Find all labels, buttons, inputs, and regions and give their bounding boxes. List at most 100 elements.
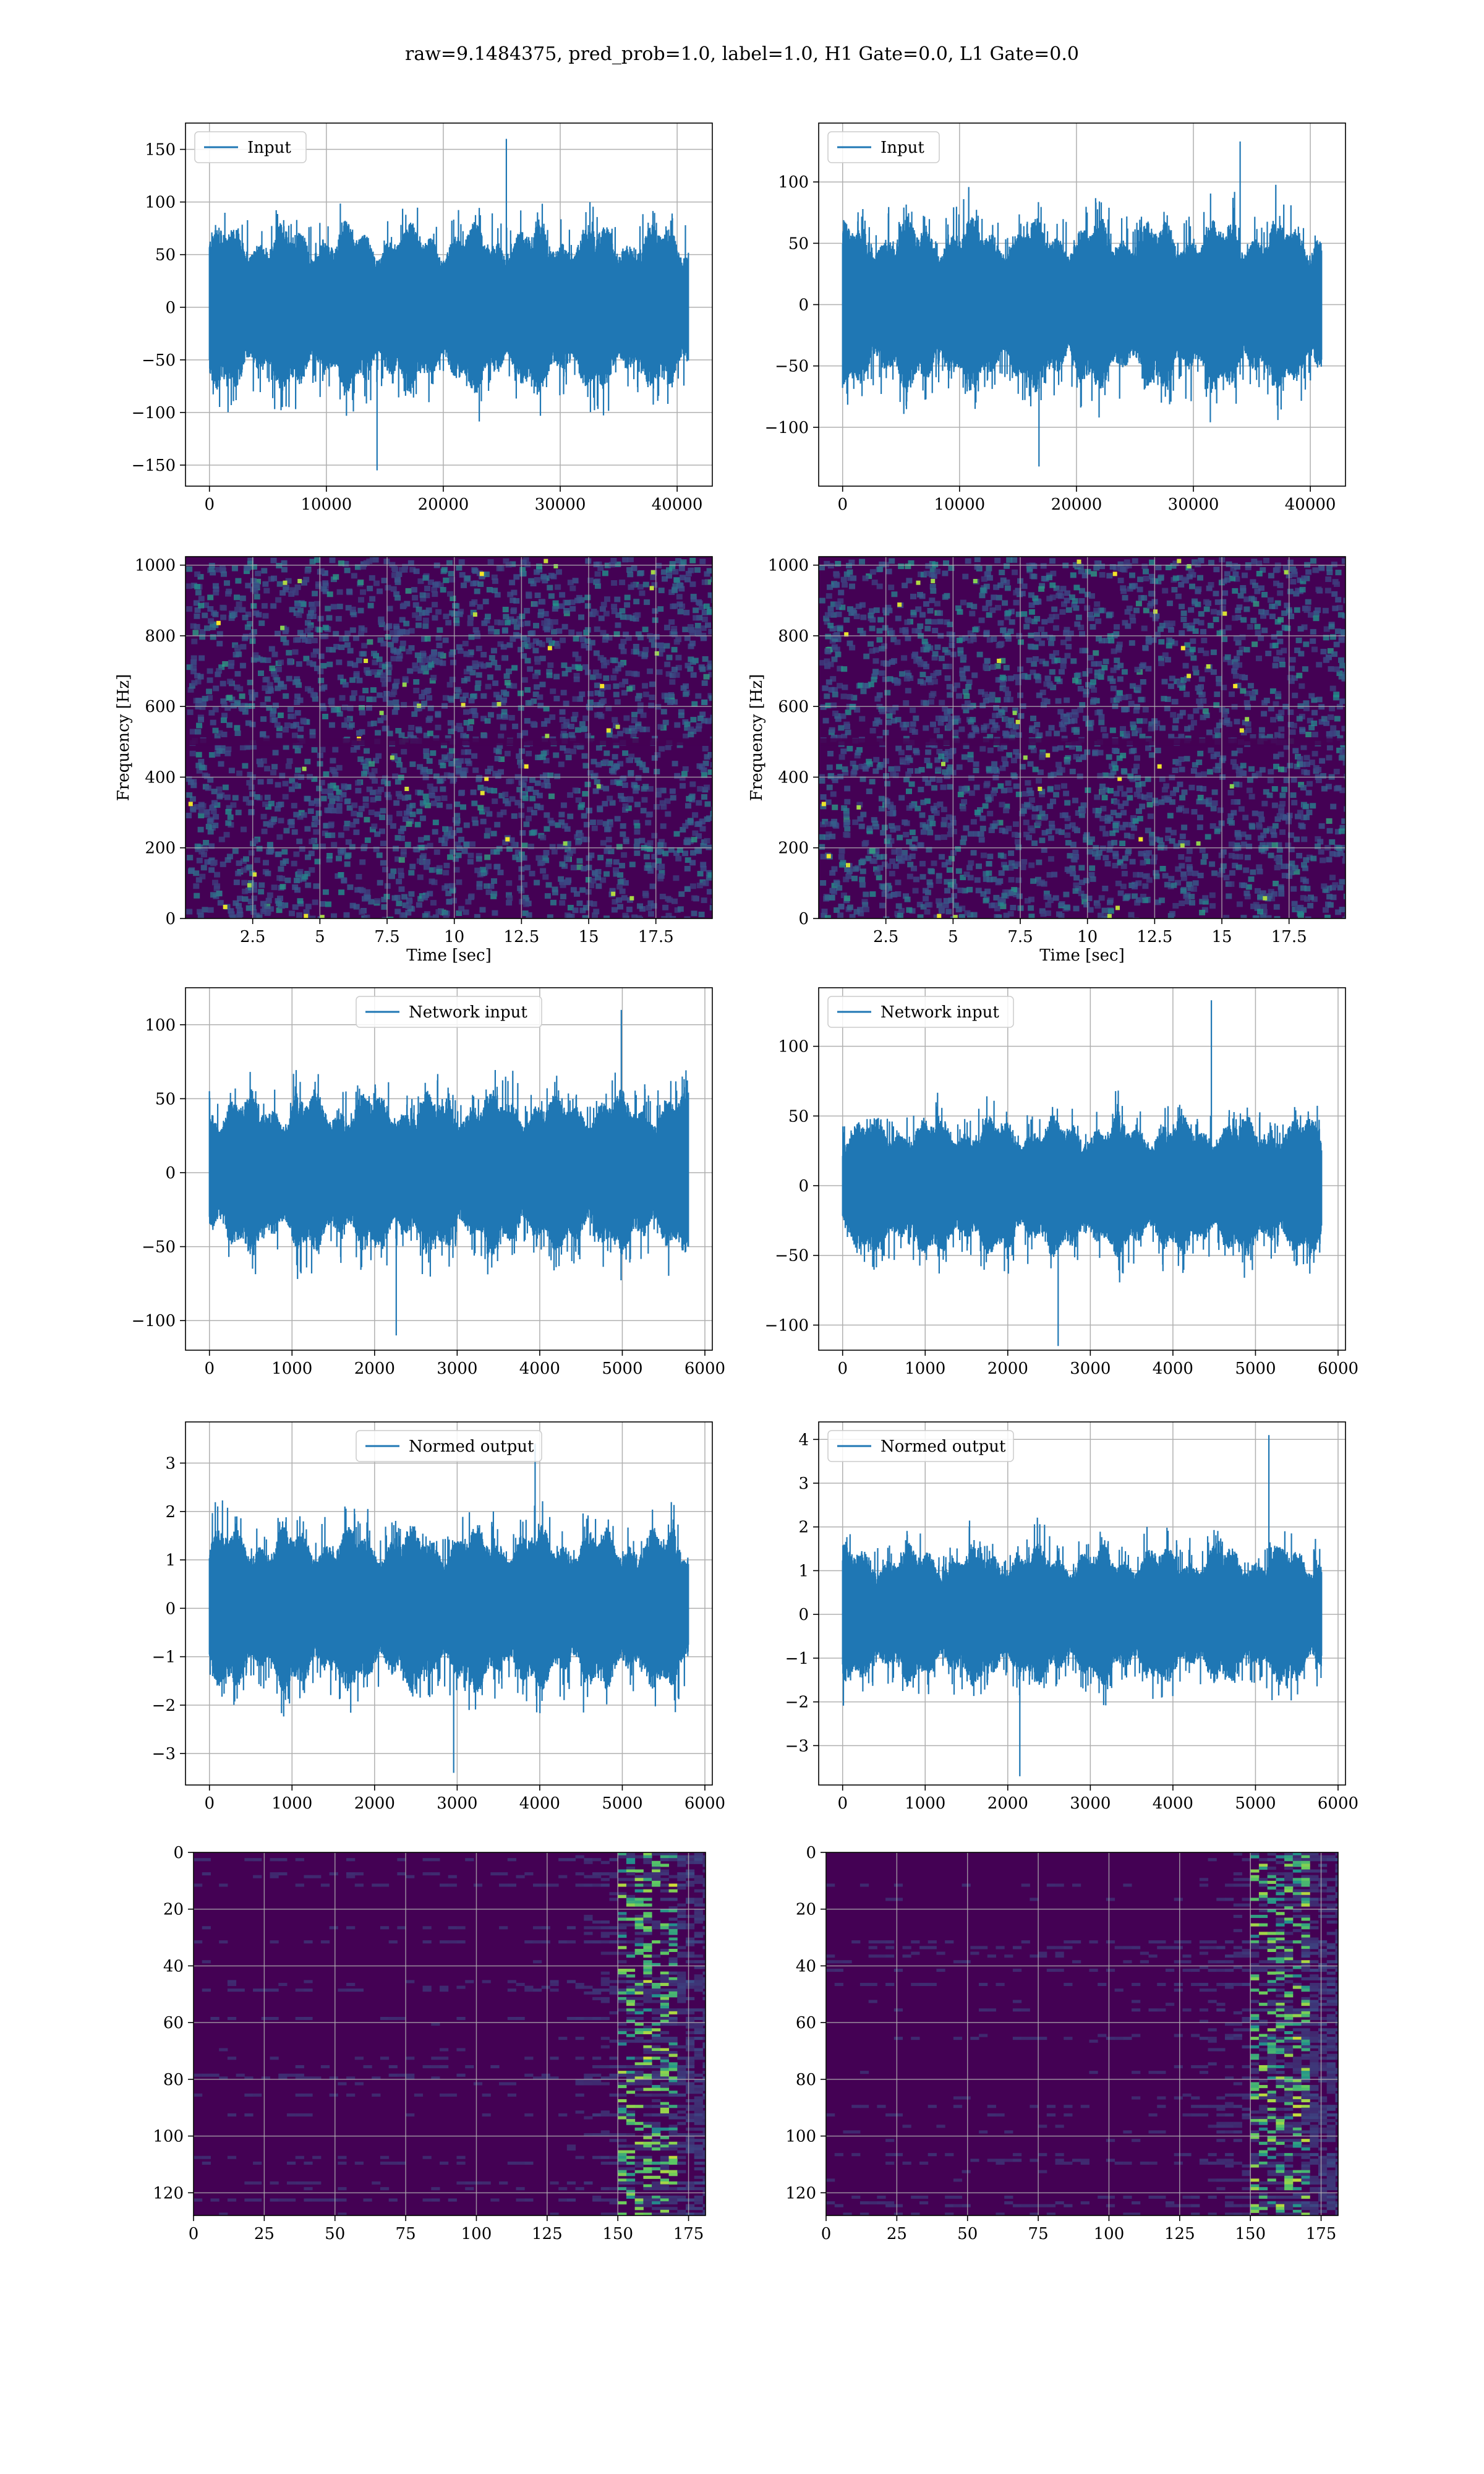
y-tick-label: 80: [796, 2071, 816, 2089]
y-tick-label: 0: [798, 1606, 809, 1624]
x-tick-label: 10: [1077, 928, 1098, 946]
h1-feature-map-plot: 0 25 50 75 100 125 150 175 0 20 40 60 80 100 120: [153, 1844, 706, 2243]
x-tick-label: 0: [837, 1794, 848, 1813]
y-tick-label: 0: [798, 910, 809, 928]
axes-frame: [185, 1421, 713, 1786]
y-tick-label: −50: [775, 357, 809, 376]
heatmap-cells: [186, 557, 712, 918]
y-tick-label: −50: [775, 1247, 809, 1265]
x-tick-label: 2.5: [240, 928, 265, 946]
x-tick-label: 0: [837, 495, 848, 514]
x-tick-label: 10000: [934, 495, 985, 514]
x-tick-label: 175: [673, 2225, 704, 2243]
x-tick-label: 150: [602, 2225, 633, 2243]
x-tick-label: 40000: [1285, 495, 1336, 514]
y-tick-label: 40: [163, 1957, 184, 1975]
x-tick-label: 30000: [535, 495, 586, 514]
legend-box: [827, 996, 1014, 1028]
y-tick-label: 50: [788, 1107, 809, 1126]
h1-spectrogram-plot: 2.5 5 7.5 10 12.5 15 17.5 0 200 400 600 800 1000 Time…: [114, 556, 713, 965]
legend-label: Network input: [881, 1003, 999, 1022]
x-tick-label: 5000: [602, 1359, 642, 1378]
x-tick-label: 7.5: [1007, 928, 1033, 946]
x-tick-label: 5000: [1235, 1794, 1276, 1813]
x-tick-label: 50: [325, 2225, 345, 2243]
legend-label: Normed output: [881, 1437, 1006, 1456]
y-tick-label: 60: [796, 2014, 816, 2032]
x-tick-label: 30000: [1168, 495, 1219, 514]
y-tick-label: 0: [165, 299, 176, 317]
x-tick-label: 6000: [1318, 1359, 1358, 1378]
x-tick-label: 0: [189, 2225, 199, 2243]
legend-box: [356, 1430, 542, 1462]
l1-feature-map-plot: 0 25 50 75 100 125 150 175 0 20 40 60 80 100 120: [785, 1844, 1339, 2243]
x-tick-label: 3000: [1070, 1794, 1111, 1813]
x-tick-label: 1000: [271, 1359, 312, 1378]
x-tick-label: 2.5: [873, 928, 898, 946]
x-tick-label: 2000: [354, 1359, 395, 1378]
y-tick-label: 80: [163, 2071, 184, 2089]
x-tick-label: 1000: [905, 1359, 945, 1378]
x-tick-label: 175: [1306, 2225, 1337, 2243]
y-tick-label: 100: [153, 2128, 184, 2146]
heatmap-cells: [194, 1852, 706, 2215]
y-tick-label: 150: [145, 141, 176, 160]
axes-frame: [818, 556, 1346, 919]
y-tick-label: 3: [798, 1475, 809, 1493]
x-tick-label: 125: [532, 2225, 563, 2243]
y-tick-label: 100: [778, 1038, 809, 1056]
y-tick-label: 1000: [135, 557, 176, 575]
x-tick-label: 20000: [1051, 495, 1102, 514]
signal-line: [842, 1435, 1323, 1776]
legend-box: [194, 131, 307, 163]
y-axis-label: Frequency [Hz]: [114, 674, 133, 802]
y-tick-label: 20: [796, 1901, 816, 1919]
y-tick-label: −100: [132, 1312, 176, 1330]
x-tick-label: 5000: [602, 1794, 642, 1813]
x-tick-label: 4000: [1153, 1794, 1193, 1813]
x-tick-label: 6000: [684, 1794, 725, 1813]
y-tick-label: 50: [155, 246, 176, 265]
y-tick-label: −3: [152, 1745, 176, 1763]
x-tick-label: 17.5: [638, 928, 674, 946]
legend-box: [356, 996, 542, 1028]
x-tick-label: 0: [837, 1359, 848, 1378]
y-tick-label: 400: [145, 768, 176, 787]
y-tick-label: 800: [145, 627, 176, 646]
y-tick-label: 3: [165, 1455, 176, 1473]
x-tick-label: 7.5: [374, 928, 399, 946]
x-tick-label: 5: [315, 928, 325, 946]
x-tick-label: 1000: [271, 1794, 312, 1813]
y-tick-label: 100: [145, 194, 176, 212]
x-tick-label: 150: [1235, 2225, 1266, 2243]
x-tick-label: 12.5: [503, 928, 539, 946]
x-tick-label: 4000: [519, 1359, 560, 1378]
y-tick-label: −100: [765, 419, 809, 437]
heatmap-cells: [826, 1852, 1338, 2215]
x-tick-label: 4000: [519, 1794, 560, 1813]
x-tick-label: 5000: [1235, 1359, 1276, 1378]
y-tick-label: 0: [798, 296, 809, 315]
x-tick-label: 2000: [354, 1794, 395, 1813]
x-tick-label: 1000: [905, 1794, 945, 1813]
y-tick-label: −3: [785, 1737, 809, 1755]
x-tick-label: 3000: [1070, 1359, 1111, 1378]
y-tick-label: 120: [785, 2184, 816, 2202]
y-tick-label: 50: [788, 234, 809, 253]
x-tick-label: 6000: [684, 1359, 725, 1378]
y-tick-label: 20: [163, 1901, 184, 1919]
y-tick-label: 1: [165, 1551, 176, 1570]
x-tick-label: 40000: [652, 495, 703, 514]
signal-line: [208, 1009, 689, 1336]
y-tick-label: −150: [132, 456, 176, 475]
x-tick-label: 75: [1028, 2225, 1049, 2243]
y-tick-label: 60: [163, 2014, 184, 2032]
y-tick-label: 1: [798, 1562, 809, 1580]
x-tick-label: 20000: [418, 495, 469, 514]
axes-frame: [185, 556, 713, 919]
legend-label: Input: [247, 139, 291, 157]
x-axis-label: Time [sec]: [1039, 946, 1125, 965]
legend-label: Input: [881, 139, 924, 157]
